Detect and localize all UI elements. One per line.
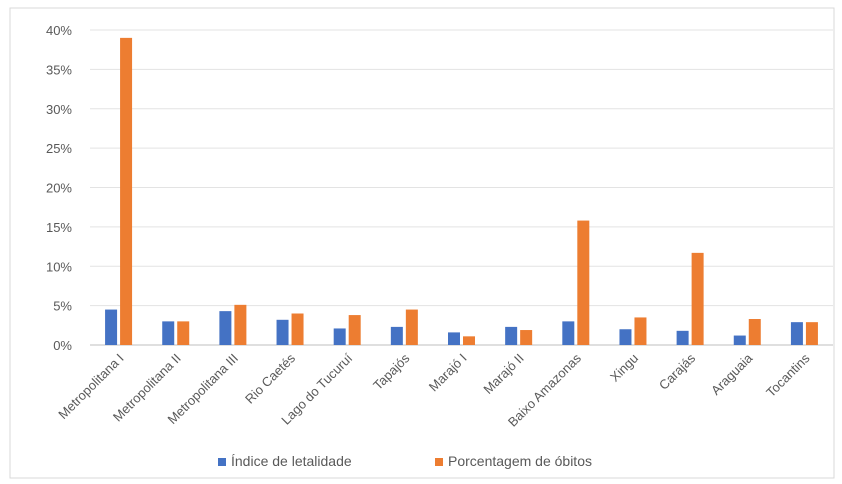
bar-letalidade xyxy=(562,321,575,345)
bar-obitos xyxy=(805,322,818,345)
bar-letalidade xyxy=(448,332,460,345)
y-tick-label: 30% xyxy=(46,102,72,117)
chart-border xyxy=(9,7,835,479)
x-category-label: Carajás xyxy=(656,350,699,393)
bar-obitos xyxy=(348,315,361,345)
bar-obitos xyxy=(463,336,475,345)
bar-obitos xyxy=(291,313,304,345)
bar-letalidade xyxy=(505,326,518,345)
y-tick-label: 10% xyxy=(46,259,72,274)
x-category-label: Xingu xyxy=(607,351,641,385)
legend-swatch xyxy=(435,458,443,466)
bar-obitos xyxy=(405,309,418,345)
bar-letalidade xyxy=(333,328,346,345)
x-category-label: Marajó II xyxy=(480,351,526,397)
y-tick-label: 35% xyxy=(46,62,72,77)
legend-label: Índice de letalidade xyxy=(231,453,352,469)
bar-letalidade xyxy=(676,330,689,345)
x-category-label: Tapajós xyxy=(370,350,413,393)
gridlines xyxy=(90,29,833,346)
bar-letalidade xyxy=(276,319,289,345)
y-tick-label: 0% xyxy=(53,338,72,353)
y-tick-label: 15% xyxy=(46,220,72,235)
y-tick-label: 25% xyxy=(46,141,72,156)
x-category-label: Araguaia xyxy=(708,350,756,398)
bar-letalidade xyxy=(162,321,175,345)
bar-obitos xyxy=(234,304,247,345)
bar-letalidade xyxy=(733,335,746,345)
bar-letalidade xyxy=(390,326,403,345)
x-category-label: Rio Caetés xyxy=(242,350,298,406)
bar-letalidade xyxy=(105,309,118,345)
bars xyxy=(105,37,818,345)
bar-obitos xyxy=(520,330,533,345)
bar-obitos xyxy=(748,319,761,345)
bar-letalidade xyxy=(219,311,232,345)
bar-letalidade xyxy=(790,322,803,345)
y-tick-label: 5% xyxy=(53,299,72,314)
legend-label: Porcentagem de óbitos xyxy=(448,453,592,469)
bar-obitos xyxy=(691,252,704,345)
y-tick-label: 40% xyxy=(46,23,72,38)
bar-letalidade xyxy=(619,329,632,345)
x-category-label: Tocantins xyxy=(763,350,813,400)
x-category-label: Marajó I xyxy=(426,351,470,395)
y-tick-label: 20% xyxy=(46,181,72,196)
y-axis-ticks: 0% 5% 10% 15% 20% 25% 30% 35% 40% xyxy=(46,23,72,353)
bar-obitos xyxy=(177,321,190,345)
bar-obitos xyxy=(634,317,647,345)
bar-obitos xyxy=(120,37,133,345)
legend: Índice de letalidade Porcentagem de óbito… xyxy=(218,453,592,469)
bar-obitos xyxy=(577,220,590,345)
legend-swatch xyxy=(218,458,226,466)
